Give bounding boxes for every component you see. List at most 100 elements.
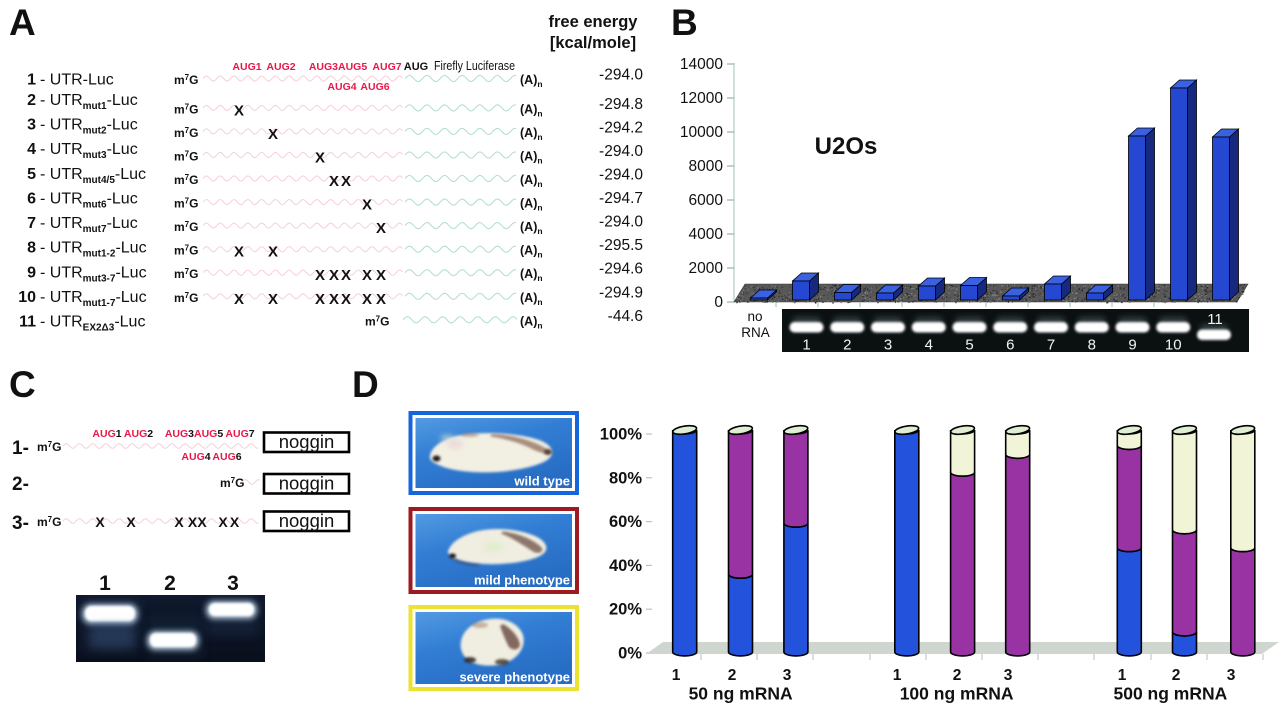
svg-text:-294.9: -294.9 xyxy=(599,284,643,301)
svg-text:-44.6: -44.6 xyxy=(608,308,643,325)
svg-text:m7G: m7G xyxy=(174,73,198,87)
svg-text:8: 8 xyxy=(27,240,36,257)
svg-text:m7G: m7G xyxy=(174,126,198,140)
svg-text:m7G: m7G xyxy=(174,197,198,211)
svg-text:(A)n: (A)n xyxy=(520,197,543,213)
svg-text:no: no xyxy=(747,309,762,324)
svg-text:100 ng mRNA: 100 ng mRNA xyxy=(900,684,1014,704)
svg-text:10000: 10000 xyxy=(680,124,723,141)
svg-text:50 ng mRNA: 50 ng mRNA xyxy=(689,684,793,704)
svg-text:6000: 6000 xyxy=(689,192,724,209)
svg-text:D: D xyxy=(352,364,379,405)
svg-text:-294.2: -294.2 xyxy=(599,119,643,136)
svg-text:X: X xyxy=(95,514,105,530)
svg-text:(A)n: (A)n xyxy=(520,102,543,118)
svg-text:10: 10 xyxy=(18,289,36,306)
svg-text:X: X xyxy=(268,291,278,308)
svg-text:- UTRmut1-7-Luc: - UTRmut1-7-Luc xyxy=(40,289,147,309)
svg-text:1: 1 xyxy=(27,71,36,88)
svg-text:9: 9 xyxy=(27,264,36,281)
svg-text:3: 3 xyxy=(884,337,892,354)
svg-text:1: 1 xyxy=(99,572,111,595)
svg-text:X: X xyxy=(341,267,351,284)
svg-text:2000: 2000 xyxy=(689,260,724,277)
svg-text:2: 2 xyxy=(27,92,36,109)
svg-text:A: A xyxy=(9,2,36,43)
svg-text:- UTRmut4/5-Luc: - UTRmut4/5-Luc xyxy=(40,166,146,186)
svg-text:B: B xyxy=(671,2,698,43)
svg-text:severe phenotype: severe phenotype xyxy=(459,670,570,685)
svg-text:[kcal/mole]: [kcal/mole] xyxy=(550,34,636,52)
svg-text:X: X xyxy=(315,267,325,284)
svg-text:Firefly Luciferase: Firefly Luciferase xyxy=(434,59,515,73)
svg-text:X: X xyxy=(362,197,372,214)
svg-text:noggin: noggin xyxy=(279,431,335,452)
svg-text:(A)n: (A)n xyxy=(520,244,543,260)
svg-text:0%: 0% xyxy=(618,645,642,663)
svg-text:10: 10 xyxy=(1165,337,1182,354)
svg-text:m7G: m7G xyxy=(220,476,244,490)
svg-text:-294.8: -294.8 xyxy=(599,96,643,113)
svg-text:1: 1 xyxy=(893,667,902,684)
svg-text:3: 3 xyxy=(783,667,792,684)
svg-text:AUG4: AUG4 xyxy=(181,451,210,463)
svg-text:(A)n: (A)n xyxy=(520,126,543,142)
svg-text:60%: 60% xyxy=(609,513,642,531)
svg-text:AUG7: AUG7 xyxy=(372,61,401,73)
svg-text:noggin: noggin xyxy=(279,473,335,494)
svg-text:m7G: m7G xyxy=(174,173,198,187)
svg-text:X: X xyxy=(341,291,351,308)
svg-text:- UTRmut3-Luc: - UTRmut3-Luc xyxy=(40,141,138,161)
svg-text:6: 6 xyxy=(27,190,36,207)
svg-text:(A)n: (A)n xyxy=(520,150,543,166)
svg-text:m7G: m7G xyxy=(37,440,61,454)
svg-text:(A)n: (A)n xyxy=(520,220,543,236)
svg-text:m7G: m7G xyxy=(174,220,198,234)
svg-text:(A)n: (A)n xyxy=(520,267,543,283)
svg-text:AUG4: AUG4 xyxy=(327,81,356,93)
svg-text:2: 2 xyxy=(953,667,962,684)
svg-text:- UTRmut2-Luc: - UTRmut2-Luc xyxy=(40,116,138,136)
svg-text:1-: 1- xyxy=(12,438,29,459)
svg-text:wild type: wild type xyxy=(513,474,570,489)
svg-text:X: X xyxy=(376,220,386,237)
svg-text:500 ng mRNA: 500 ng mRNA xyxy=(1114,684,1228,704)
svg-text:2: 2 xyxy=(843,337,851,354)
svg-text:m7G: m7G xyxy=(174,291,198,305)
svg-text:AUG: AUG xyxy=(404,61,428,73)
svg-text:X: X xyxy=(234,244,244,261)
svg-text:AUG3AUG5: AUG3AUG5 xyxy=(165,428,224,440)
svg-text:m7G: m7G xyxy=(174,150,198,164)
svg-text:0: 0 xyxy=(714,294,723,311)
svg-text:X: X xyxy=(218,514,228,530)
svg-text:- UTRmut3-7-Luc: - UTRmut3-7-Luc xyxy=(40,264,147,284)
svg-text:- UTR-Luc: - UTR-Luc xyxy=(40,71,114,88)
svg-text:8: 8 xyxy=(1088,337,1096,354)
svg-text:free energy: free energy xyxy=(549,13,639,31)
svg-text:X: X xyxy=(376,291,386,308)
svg-text:40%: 40% xyxy=(609,557,642,575)
svg-text:100%: 100% xyxy=(600,426,643,444)
svg-text:AUG2: AUG2 xyxy=(124,428,153,440)
svg-text:4000: 4000 xyxy=(689,226,724,243)
svg-text:m7G: m7G xyxy=(174,102,198,116)
svg-text:8000: 8000 xyxy=(689,158,724,175)
svg-text:-294.0: -294.0 xyxy=(599,214,643,231)
svg-text:X: X xyxy=(376,267,386,284)
svg-text:C: C xyxy=(9,364,36,405)
svg-text:- UTRmut1-Luc: - UTRmut1-Luc xyxy=(40,92,138,112)
svg-text:20%: 20% xyxy=(609,601,642,619)
svg-text:m7G: m7G xyxy=(174,267,198,281)
svg-text:1: 1 xyxy=(672,667,681,684)
svg-text:X: X xyxy=(329,173,339,190)
svg-text:-294.7: -294.7 xyxy=(599,190,643,207)
svg-text:(A)n: (A)n xyxy=(520,73,543,89)
svg-text:AUG1: AUG1 xyxy=(232,61,261,73)
svg-text:X: X xyxy=(234,291,244,308)
svg-text:- UTRmut1-2-Luc: - UTRmut1-2-Luc xyxy=(40,240,147,260)
svg-text:12000: 12000 xyxy=(680,90,723,107)
svg-text:X: X xyxy=(188,514,198,530)
svg-text:1: 1 xyxy=(1118,667,1127,684)
svg-text:-295.5: -295.5 xyxy=(599,237,643,254)
svg-text:14000: 14000 xyxy=(680,56,723,73)
